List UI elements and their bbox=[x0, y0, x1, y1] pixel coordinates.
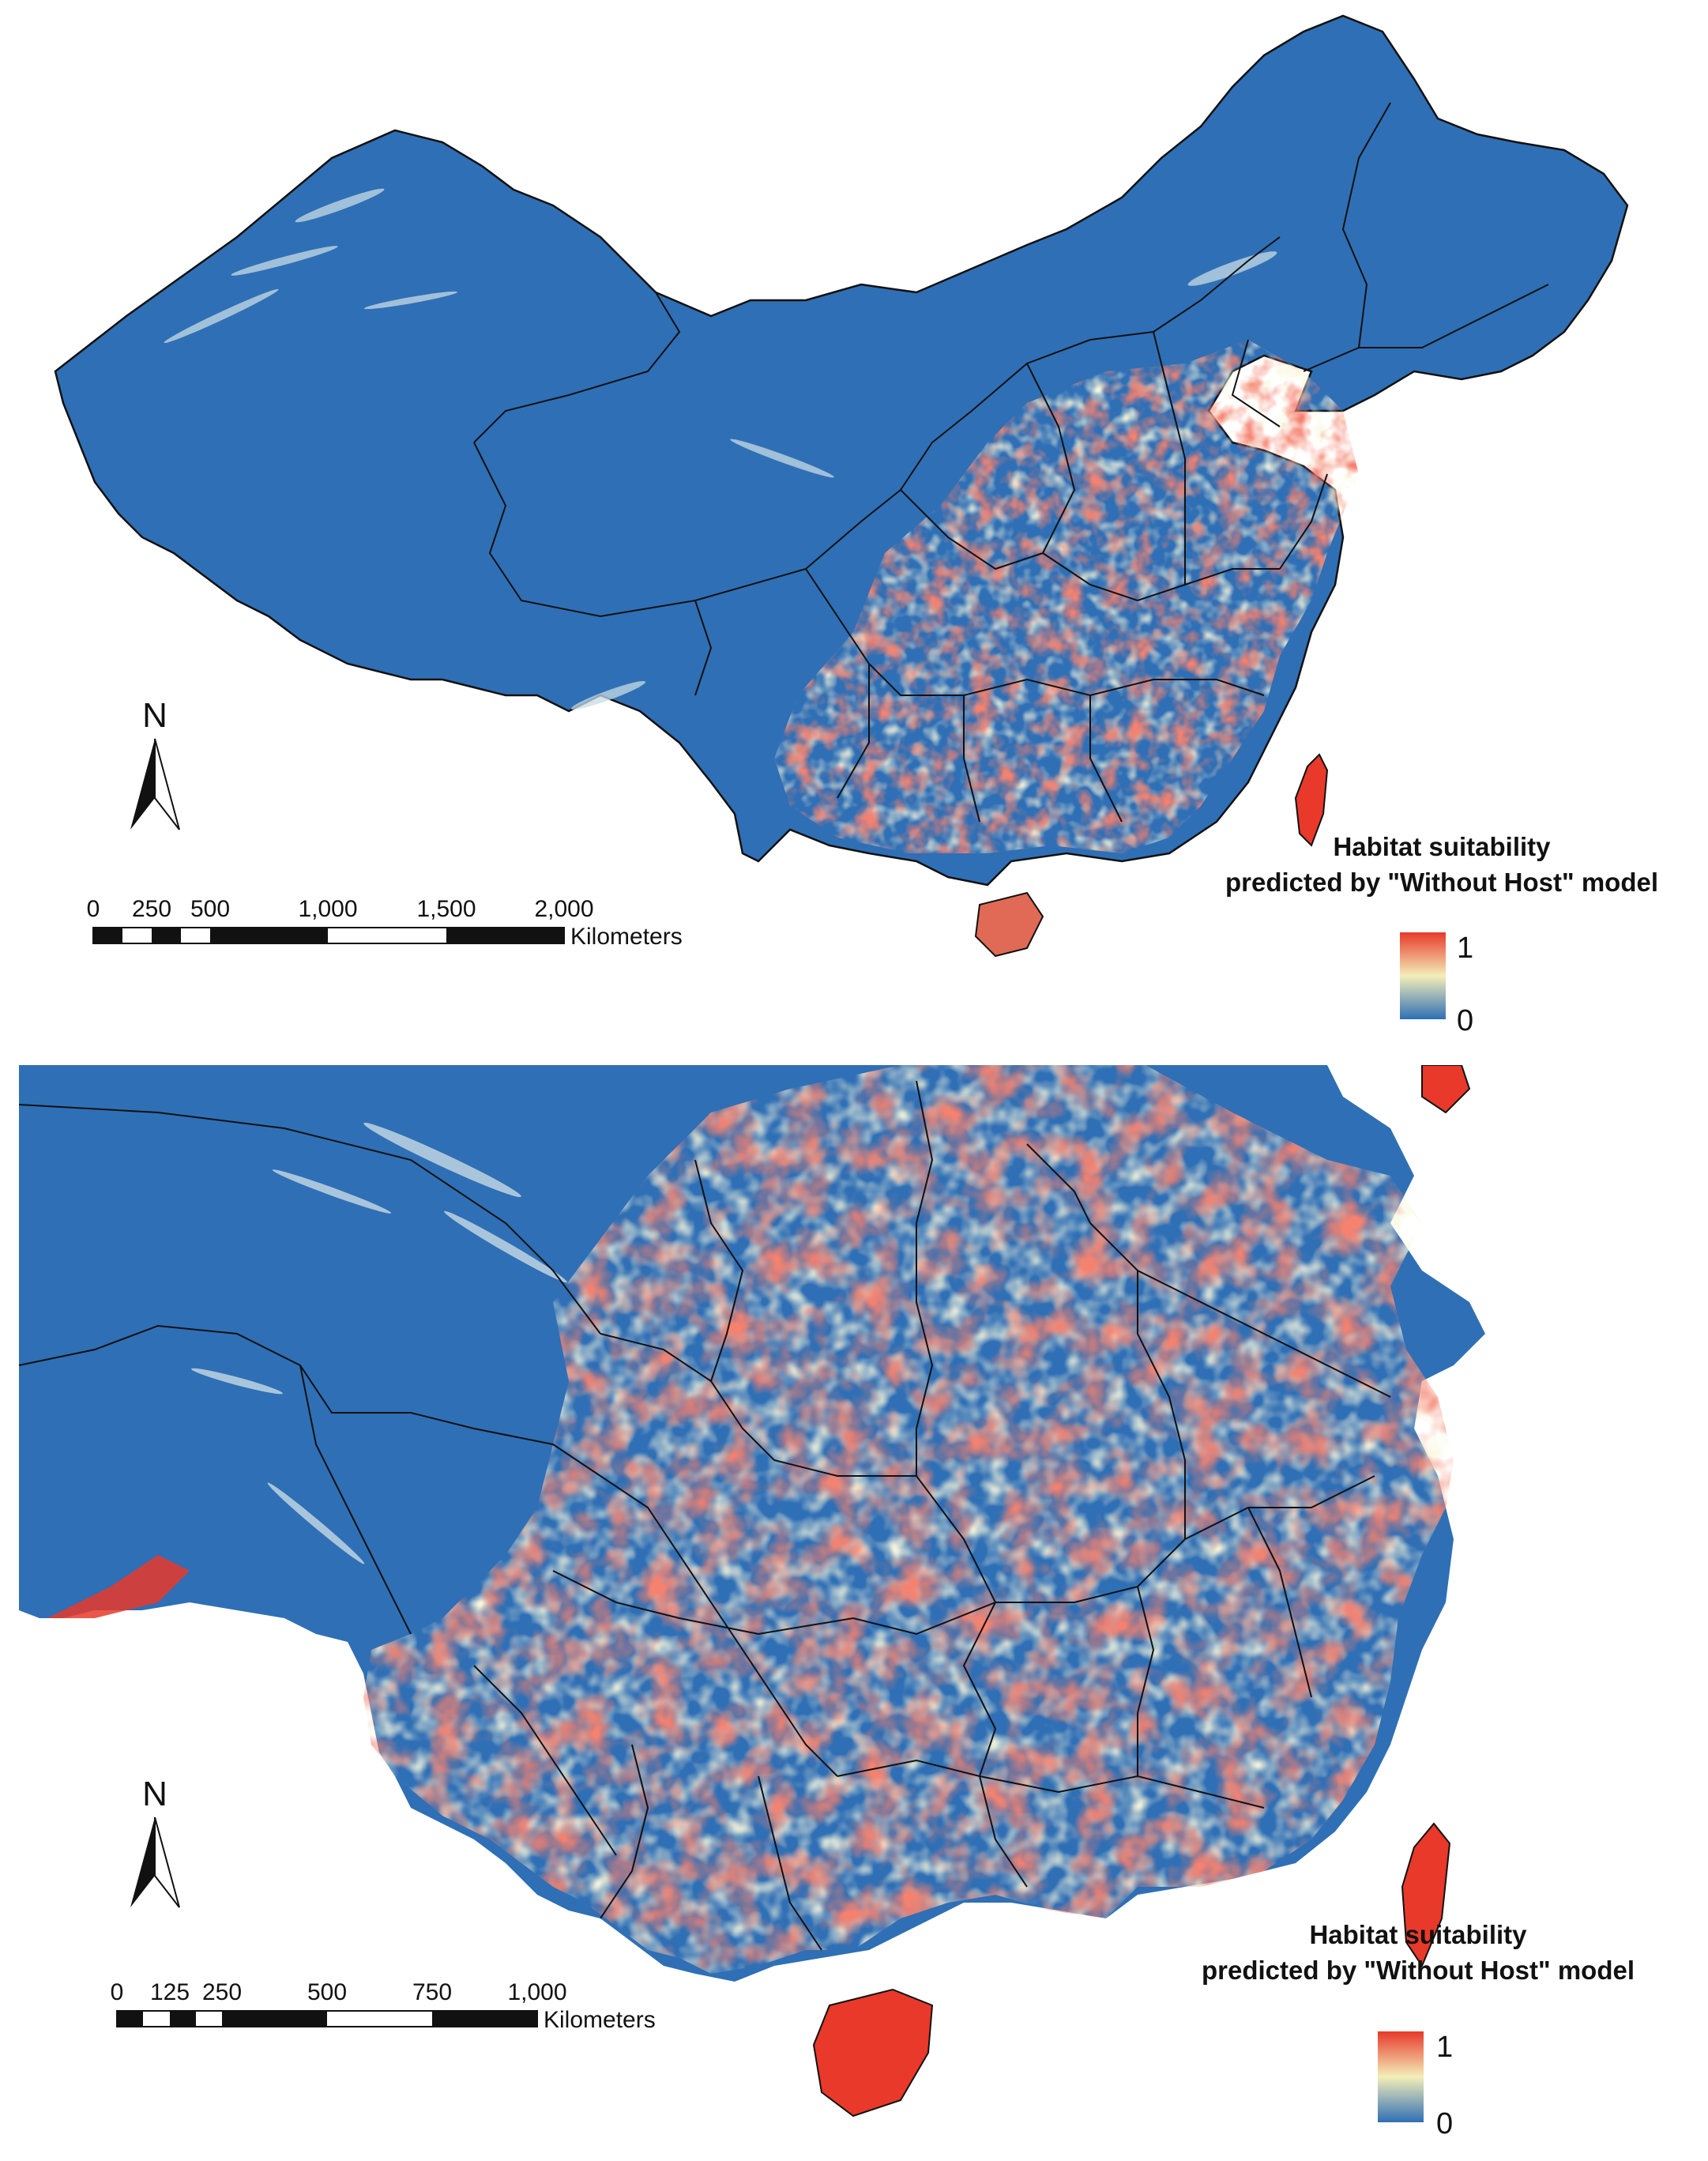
legend-title-line1: Habitat suitability bbox=[1309, 1920, 1527, 1949]
western-streaks bbox=[164, 188, 1277, 710]
zoomed-map-svg: N 0 125 250 500 750 1,000 Kilometers Hab… bbox=[18, 1065, 1635, 2140]
scale-tick-label: 2,000 bbox=[534, 896, 593, 922]
legend-min-label: 0 bbox=[1457, 1004, 1473, 1037]
overview-map-svg: N 0 250 500 1,000 1,500 2,000 Kilometers… bbox=[54, 14, 1658, 1037]
legend-title-line2: predicted by "Without Host" model bbox=[1225, 868, 1658, 897]
legend-color-ramp bbox=[1378, 2031, 1424, 2122]
legend-min-label: 0 bbox=[1436, 2107, 1453, 2140]
scale-bar: 0 250 500 1,000 1,500 2,000 Kilometers bbox=[87, 896, 683, 950]
scale-unit-label: Kilometers bbox=[544, 2007, 656, 2033]
scale-tick-label: 750 bbox=[412, 1979, 452, 2005]
scale-tick-label: 500 bbox=[307, 1979, 347, 2005]
scale-tick-label: 0 bbox=[87, 896, 100, 922]
scale-tick-label: 1,000 bbox=[507, 1979, 566, 2005]
legend-zoomed: Habitat suitability predicted by "Withou… bbox=[1202, 1920, 1635, 2140]
scale-tick-label: 1,500 bbox=[416, 896, 476, 922]
map-panel-overview: N 0 250 500 1,000 1,500 2,000 Kilometers… bbox=[0, 0, 1708, 1051]
north-arrow: N bbox=[130, 696, 180, 830]
province-borders-zoomed bbox=[18, 1080, 1391, 1951]
scale-tick-label: 500 bbox=[190, 896, 230, 922]
scale-tick-label: 0 bbox=[111, 1979, 124, 2005]
map-panel-zoomed: N 0 125 250 500 750 1,000 Kilometers Hab… bbox=[0, 1065, 1708, 2161]
province-borders bbox=[473, 102, 1549, 823]
north-arrow-label: N bbox=[142, 1775, 167, 1813]
western-streaks-zoomed bbox=[191, 1122, 567, 1564]
hainan-island-zoomed bbox=[812, 1988, 934, 2118]
north-arrow-label: N bbox=[142, 696, 167, 735]
legend-title-line2: predicted by "Without Host" model bbox=[1202, 1956, 1635, 1985]
north-arrow-zoomed: N bbox=[130, 1775, 180, 1908]
scale-unit-label: Kilometers bbox=[570, 924, 683, 950]
legend-max-label: 1 bbox=[1457, 932, 1473, 965]
hainan-island bbox=[974, 891, 1044, 958]
taiwan-island-zoomed bbox=[1401, 1822, 1451, 1968]
scale-tick-label: 250 bbox=[202, 1979, 242, 2005]
scale-bar-zoomed: 0 125 250 500 750 1,000 Kilometers bbox=[111, 1979, 656, 2033]
scale-tick-label: 125 bbox=[150, 1979, 190, 2005]
scale-tick-label: 1,000 bbox=[298, 896, 357, 922]
scale-tick-label: 250 bbox=[132, 896, 171, 922]
korea-fragment bbox=[1421, 1065, 1471, 1114]
legend-max-label: 1 bbox=[1436, 2031, 1453, 2064]
taiwan-island bbox=[1294, 753, 1329, 847]
legend-color-ramp bbox=[1400, 932, 1446, 1019]
legend: Habitat suitability predicted by "Withou… bbox=[1225, 832, 1658, 1037]
legend-title-line1: Habitat suitability bbox=[1333, 832, 1551, 861]
southwest-fringe bbox=[47, 1555, 190, 1618]
